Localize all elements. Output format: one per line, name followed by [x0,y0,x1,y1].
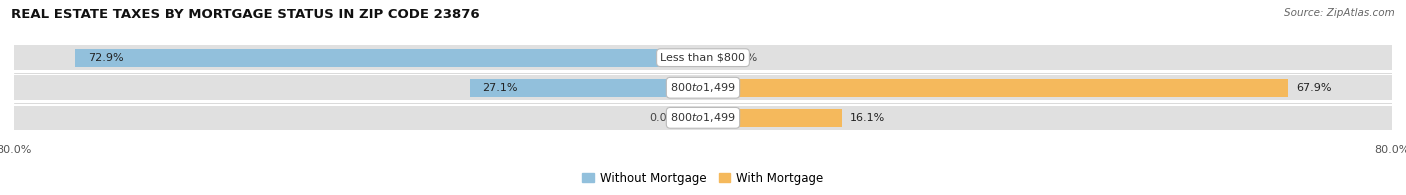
Bar [703,109,842,127]
Text: 27.1%: 27.1% [482,83,517,93]
Legend: Without Mortgage, With Mortgage: Without Mortgage, With Mortgage [578,167,828,189]
Text: 72.9%: 72.9% [89,53,124,63]
Text: Less than $800: Less than $800 [661,53,745,63]
Text: $800 to $1,499: $800 to $1,499 [671,81,735,94]
Bar [14,105,1392,130]
Text: REAL ESTATE TAXES BY MORTGAGE STATUS IN ZIP CODE 23876: REAL ESTATE TAXES BY MORTGAGE STATUS IN … [11,8,479,21]
Text: 16.1%: 16.1% [851,113,886,123]
Text: Source: ZipAtlas.com: Source: ZipAtlas.com [1284,8,1395,18]
Bar [75,49,703,67]
Bar [14,45,1392,70]
Text: 0.0%: 0.0% [728,53,756,63]
Text: 0.0%: 0.0% [650,113,678,123]
Bar [470,79,703,97]
Bar [14,75,1392,100]
Bar [703,79,1288,97]
Text: 67.9%: 67.9% [1296,83,1331,93]
Text: $800 to $1,499: $800 to $1,499 [671,111,735,124]
